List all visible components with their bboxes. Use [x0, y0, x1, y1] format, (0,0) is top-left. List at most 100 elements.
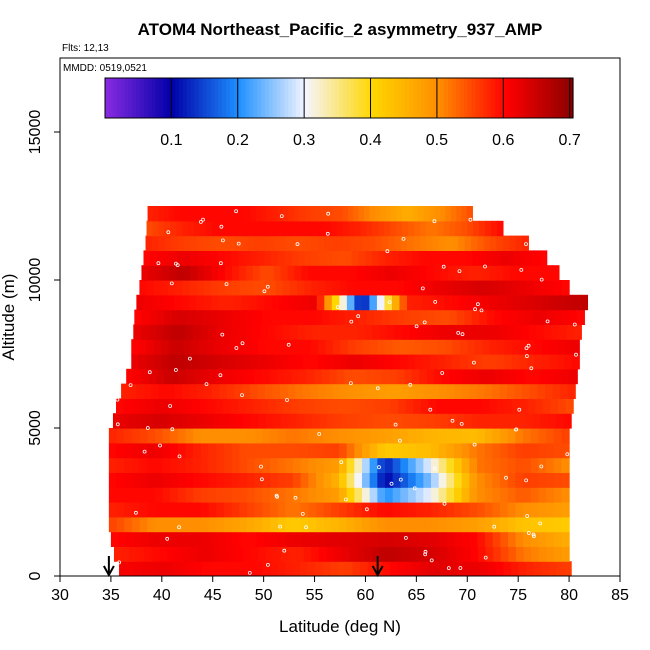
heatmap-cell [271, 531, 280, 547]
heatmap-cell [451, 235, 459, 251]
heatmap-cell [234, 383, 243, 399]
heatmap-cell [416, 531, 425, 547]
heatmap-cell [243, 339, 252, 355]
heatmap-cell [170, 516, 179, 533]
heatmap-cell [133, 368, 142, 385]
heatmap-cell [403, 413, 412, 429]
heatmap-cell [156, 561, 165, 576]
sample-point [282, 548, 287, 553]
heatmap-cell [518, 561, 527, 576]
heatmap-cell [524, 368, 533, 385]
heatmap-cell [158, 206, 165, 222]
sample-point [262, 289, 267, 294]
colorbar-segment [229, 78, 235, 118]
heatmap-cell [426, 309, 435, 325]
heatmap-cell [325, 354, 334, 370]
heatmap-cell [491, 324, 500, 340]
heatmap-cell [141, 368, 150, 385]
heatmap-cell [334, 324, 343, 340]
sample-point [519, 267, 524, 272]
heatmap-cell [385, 250, 393, 266]
colorbar-segment [225, 78, 231, 118]
heatmap-cell [147, 487, 156, 503]
sample-point [539, 277, 544, 282]
heatmap-cell [413, 235, 421, 251]
heatmap-cell [185, 472, 194, 488]
heatmap-cell [506, 324, 515, 340]
heatmap-cell [368, 280, 377, 296]
sample-point [375, 386, 380, 391]
heatmap-cell [156, 309, 165, 325]
heatmap-cell [415, 354, 424, 370]
heatmap-cell [549, 294, 558, 311]
heatmap-cell [329, 309, 338, 325]
heatmap-cell [464, 368, 473, 385]
heatmap-cell [477, 516, 486, 533]
heatmap-cell [139, 472, 148, 488]
sample-point [492, 524, 497, 529]
sample-point [304, 525, 309, 530]
heatmap-cell [242, 546, 252, 562]
heatmap-cell [523, 457, 532, 473]
heatmap-cell [436, 398, 445, 414]
sample-point [177, 525, 182, 530]
heatmap-cell [217, 561, 226, 576]
heatmap-cell [118, 531, 127, 547]
heatmap-cell [446, 531, 456, 547]
heatmap-cell [235, 546, 244, 562]
colorbar-segment [350, 78, 356, 118]
heatmap-cell [253, 398, 262, 414]
heatmap-cell [361, 428, 371, 444]
heatmap-cell [154, 442, 164, 459]
heatmap-cell [396, 220, 403, 237]
heatmap-cell [311, 280, 320, 296]
heatmap-cell [454, 531, 463, 547]
heatmap-cell [510, 561, 519, 576]
heatmap-cell [369, 442, 378, 459]
heatmap-cell [542, 398, 551, 414]
heatmap-cell [223, 457, 233, 473]
sample-point [356, 314, 361, 319]
heatmap-cell [396, 368, 405, 385]
heatmap-cell [437, 220, 445, 237]
colorbar-segment [491, 78, 496, 118]
heatmap-cell [269, 502, 279, 518]
heatmap-cell [310, 339, 319, 355]
heatmap-cell [254, 442, 263, 459]
heatmap-cell [515, 546, 525, 562]
heatmap-cell [300, 472, 309, 488]
x-tick-label: 40 [153, 587, 171, 604]
heatmap-cell [237, 324, 246, 340]
heatmap-cell [433, 280, 441, 296]
heatmap-cell [146, 354, 155, 370]
heatmap-cell [456, 368, 466, 385]
heatmap-cell [217, 206, 224, 222]
heatmap-cell [246, 487, 256, 503]
heatmap-cell [136, 294, 145, 311]
heatmap-cell [203, 280, 212, 296]
colorbar: 0.1 0.2 0.3 0.4 0.5 0.6 0.7 [104, 77, 581, 149]
heatmap-cell [446, 428, 455, 444]
heatmap-cell [295, 220, 302, 237]
colorbar-tick-label: 0.7 [559, 132, 581, 149]
heatmap-cell [499, 324, 508, 340]
heatmap-cell [349, 235, 357, 251]
heatmap-cell [314, 561, 324, 576]
heatmap-cell [400, 442, 409, 459]
heatmap-cell [190, 235, 198, 251]
heatmap-cell [311, 235, 319, 251]
heatmap-cell [329, 265, 337, 281]
heatmap-cell [530, 531, 540, 547]
heatmap-cell [277, 428, 286, 444]
heatmap-cell [441, 368, 451, 385]
heatmap-cell [379, 546, 388, 562]
heatmap-cell [168, 280, 176, 296]
heatmap-cell [504, 280, 513, 296]
heatmap-cell [177, 428, 187, 444]
heatmap-cell [338, 502, 348, 518]
heatmap-cell [360, 561, 369, 576]
heatmap-cell [515, 516, 524, 533]
heatmap-cell [522, 383, 531, 399]
heatmap-cell [557, 294, 566, 311]
heatmap-cell [138, 354, 147, 370]
